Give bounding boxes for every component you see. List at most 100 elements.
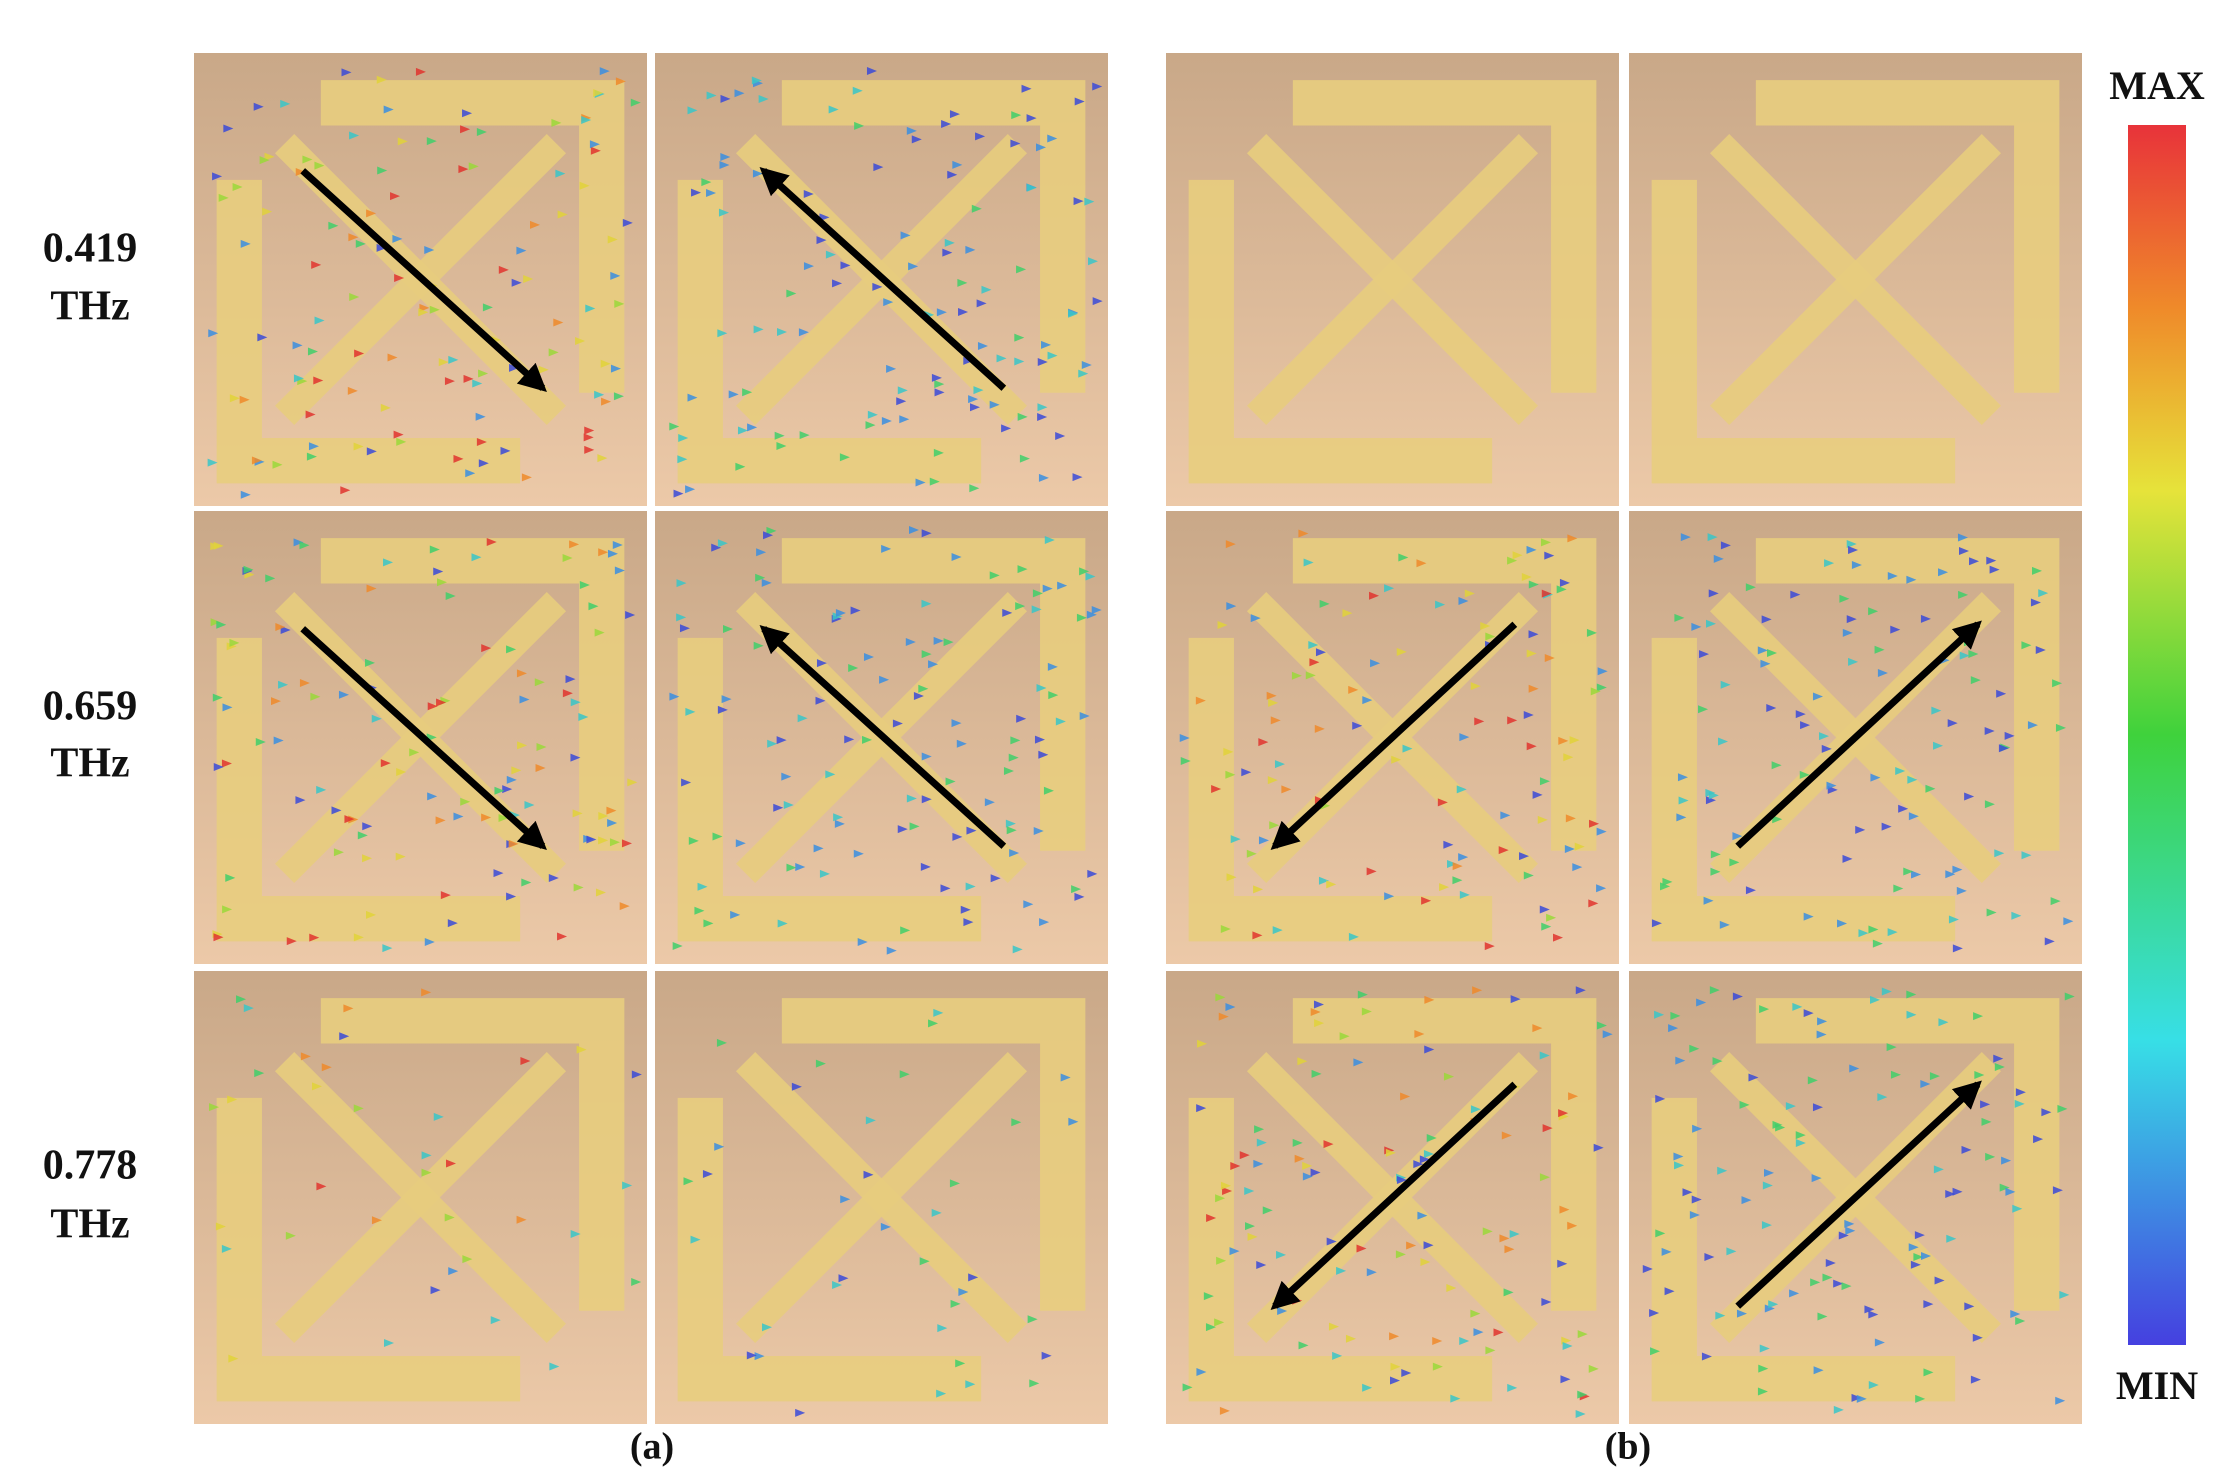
current-vector bbox=[570, 753, 581, 762]
current-vector bbox=[421, 1168, 432, 1177]
current-vector bbox=[815, 696, 826, 705]
current-vector bbox=[1757, 646, 1768, 655]
current-vector bbox=[316, 1182, 327, 1191]
current-vector bbox=[1933, 741, 1944, 750]
current-vector bbox=[1655, 1229, 1666, 1238]
current-vector bbox=[311, 260, 322, 269]
current-vector bbox=[933, 636, 944, 645]
current-vector bbox=[353, 933, 364, 942]
simulation-panel bbox=[655, 971, 1108, 1424]
current-vector bbox=[1816, 1030, 1827, 1039]
current-vector bbox=[631, 1277, 642, 1286]
current-vector bbox=[1342, 609, 1353, 618]
current-vector bbox=[1739, 1100, 1750, 1109]
resonator-l-top bbox=[320, 538, 625, 851]
current-vector bbox=[1421, 896, 1432, 905]
current-vector bbox=[1523, 871, 1534, 880]
current-vector bbox=[1959, 546, 1970, 555]
current-vector bbox=[435, 816, 446, 825]
current-vector bbox=[776, 736, 787, 745]
current-vector bbox=[721, 695, 732, 704]
current-vector bbox=[1593, 1143, 1604, 1152]
current-vector bbox=[1845, 1226, 1856, 1235]
current-vector bbox=[1841, 1282, 1852, 1291]
current-vector bbox=[1800, 721, 1811, 730]
resonator-l-top bbox=[781, 998, 1086, 1311]
current-vector bbox=[1567, 1221, 1578, 1230]
current-vector bbox=[1596, 683, 1607, 692]
current-vector bbox=[2052, 679, 2063, 688]
current-vector bbox=[383, 558, 394, 567]
current-vector bbox=[956, 739, 967, 748]
current-vector bbox=[763, 531, 774, 540]
current-vector bbox=[1590, 687, 1601, 696]
resonator-l-bottom bbox=[216, 1097, 521, 1402]
current-vector bbox=[1661, 1247, 1672, 1256]
current-vector bbox=[1031, 605, 1042, 614]
current-vector bbox=[444, 377, 455, 386]
current-vector bbox=[1485, 632, 1496, 641]
current-vector bbox=[1712, 1057, 1723, 1066]
current-vector bbox=[1868, 607, 1879, 616]
current-vector bbox=[1849, 1064, 1860, 1073]
current-vector bbox=[239, 395, 250, 404]
current-vector bbox=[286, 937, 297, 946]
current-vector bbox=[1790, 590, 1801, 599]
current-vector bbox=[908, 262, 919, 271]
colorbar-min: MIN bbox=[2116, 1363, 2198, 1408]
current-arrow bbox=[1735, 1080, 1982, 1309]
current-vector bbox=[702, 1170, 713, 1179]
current-vector bbox=[1968, 649, 1979, 658]
current-vector bbox=[867, 410, 878, 419]
current-vector bbox=[482, 303, 493, 312]
current-vector bbox=[928, 660, 939, 669]
current-vector bbox=[1925, 784, 1936, 793]
current-vector bbox=[585, 304, 596, 313]
current-vector bbox=[1984, 800, 1995, 809]
current-vector bbox=[683, 1177, 694, 1186]
resonator-l-bottom bbox=[1651, 637, 1956, 942]
current-vector bbox=[990, 874, 1001, 883]
current-vector bbox=[1558, 1109, 1569, 1118]
current-vector bbox=[236, 995, 247, 1004]
current-vector bbox=[476, 128, 487, 137]
current-vector bbox=[1678, 796, 1689, 805]
current-vector bbox=[508, 839, 519, 848]
current-vector bbox=[1048, 691, 1059, 700]
current-vector bbox=[1005, 819, 1016, 828]
current-vector bbox=[1092, 82, 1103, 91]
current-vector bbox=[581, 115, 592, 124]
current-vector bbox=[685, 707, 696, 716]
current-vector bbox=[437, 578, 448, 587]
resonator-bar bbox=[1246, 133, 1539, 426]
current-vector bbox=[1844, 1219, 1855, 1228]
current-vector bbox=[2057, 1104, 2068, 1113]
current-vector bbox=[1729, 858, 1740, 867]
current-vector bbox=[1701, 1352, 1712, 1361]
current-vector bbox=[781, 772, 792, 781]
current-vector bbox=[1920, 614, 1931, 623]
current-vector bbox=[612, 541, 623, 550]
current-vector bbox=[1589, 819, 1600, 828]
current-vector bbox=[1195, 696, 1206, 705]
current-vector bbox=[1091, 606, 1102, 615]
current-vector bbox=[1838, 1231, 1849, 1240]
current-vector bbox=[921, 650, 932, 659]
current-vector bbox=[1323, 1140, 1334, 1149]
current-vector bbox=[1938, 1018, 1949, 1027]
current-vector bbox=[521, 878, 532, 887]
current-vector bbox=[1021, 84, 1032, 93]
current-vector bbox=[314, 316, 325, 325]
current-vector bbox=[1812, 1103, 1823, 1112]
current-vector bbox=[1907, 775, 1918, 784]
current-vector bbox=[1903, 867, 1914, 876]
current-vector bbox=[578, 712, 589, 721]
current-vector bbox=[465, 469, 476, 478]
current-vector bbox=[1574, 842, 1585, 851]
current-vector bbox=[299, 679, 310, 688]
current-vector bbox=[1019, 454, 1030, 463]
current-vector bbox=[1877, 668, 1888, 677]
current-vector bbox=[1674, 1161, 1685, 1170]
current-vector bbox=[1450, 1394, 1461, 1403]
